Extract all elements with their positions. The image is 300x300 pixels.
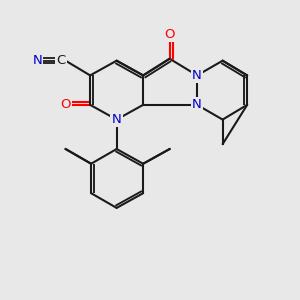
Text: N: N — [192, 98, 202, 111]
Text: N: N — [32, 54, 42, 67]
Text: O: O — [60, 98, 71, 111]
Text: C: C — [56, 54, 66, 67]
Text: O: O — [164, 28, 175, 41]
Text: N: N — [112, 113, 122, 126]
Text: N: N — [192, 69, 202, 82]
